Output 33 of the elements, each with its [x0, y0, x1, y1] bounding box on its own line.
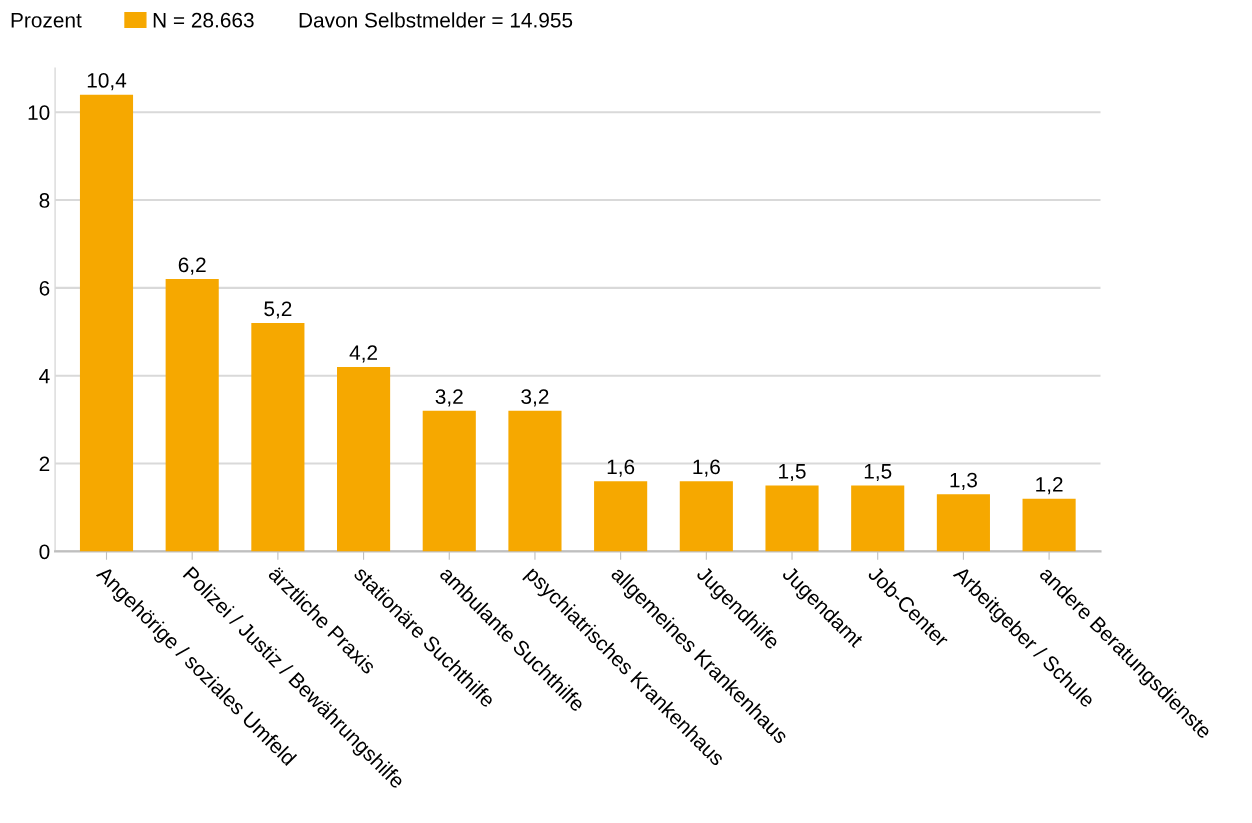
bar — [422, 410, 476, 552]
y-tick-label: 10 — [28, 105, 50, 120]
y-tick-label: 2 — [39, 456, 50, 472]
text: Davon Selbstmelder = 14.955 — [299, 12, 573, 28]
data-label: 1,6 — [607, 459, 635, 477]
data-label: 3,2 — [521, 389, 549, 407]
y-axis-title: Prozent — [11, 13, 82, 28]
bar — [79, 94, 134, 552]
y-tick-label: 0 — [39, 544, 50, 560]
y-tick-label: 4 — [39, 368, 50, 384]
bar — [508, 410, 562, 552]
data-label: 5,2 — [264, 301, 292, 319]
bar — [936, 494, 990, 552]
legend-label: N = 28.663 — [153, 12, 254, 28]
data-label: 1,5 — [779, 464, 806, 482]
bar — [1022, 498, 1076, 552]
bar — [765, 485, 819, 552]
bar — [679, 481, 733, 552]
data-label: 1,3 — [950, 472, 977, 490]
data-label: 1,5 — [864, 464, 892, 482]
bar — [165, 279, 219, 552]
data-label: 1,2 — [1036, 477, 1063, 495]
y-tick-label: 8 — [39, 193, 50, 208]
data-label: 4,2 — [349, 345, 378, 363]
data-label: 1,6 — [693, 459, 720, 477]
bar — [251, 323, 305, 552]
bar — [851, 485, 905, 552]
data-label: 10,4 — [87, 73, 127, 91]
data-label: 6,2 — [178, 257, 206, 275]
data-label: 3,2 — [435, 389, 463, 407]
y-tick-label: 6 — [39, 280, 50, 296]
bar — [594, 481, 648, 552]
bar — [337, 366, 391, 552]
